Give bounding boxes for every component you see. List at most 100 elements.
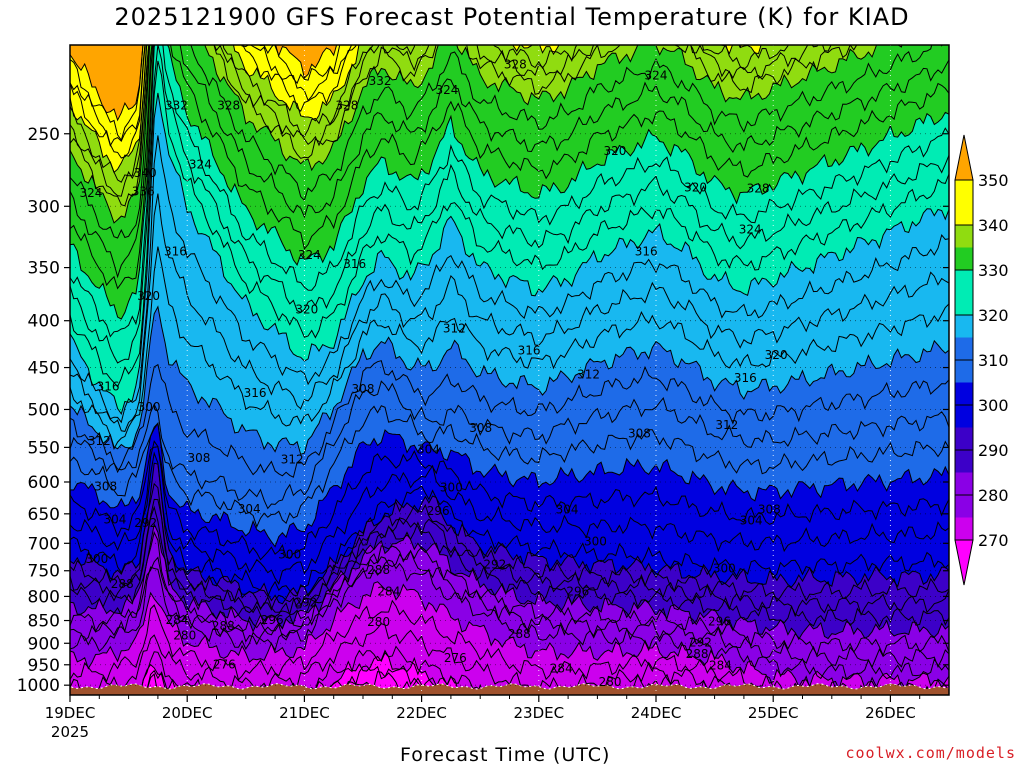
colorbar-swatch	[955, 225, 973, 248]
contour-label: 324	[436, 83, 459, 97]
contour-label: 308	[187, 451, 210, 465]
x-axis-label: Forecast Time (UTC)	[400, 744, 611, 766]
x-tick-label: 21DEC	[279, 704, 330, 722]
contour-label: 316	[635, 244, 658, 258]
isentrope-328	[70, 45, 949, 320]
colorbar-swatch	[955, 180, 973, 203]
x-tick-label: 25DEC	[748, 704, 799, 722]
isentrope-340	[70, 45, 832, 197]
isentrope-300	[70, 439, 949, 585]
contour-label: 284	[165, 613, 188, 627]
contour-label: 324	[645, 69, 668, 83]
contour-label: 316	[164, 244, 187, 258]
isentrope-322	[70, 60, 949, 388]
contour-label: 308	[758, 503, 781, 517]
isentrope-338	[70, 45, 858, 207]
y-tick-label: 350	[28, 259, 60, 279]
contour-label: 324	[189, 157, 212, 171]
contour-label: 332	[369, 74, 392, 88]
contour-label: 280	[367, 615, 390, 629]
contour-label: 296	[708, 614, 731, 628]
colorbar-swatch	[955, 337, 973, 360]
chart-title: 2025121900 GFS Forecast Potential Temper…	[114, 3, 910, 31]
colorbar-tick-label: 330	[978, 261, 1009, 280]
contour-label: 288	[111, 577, 134, 591]
contour-label: 280	[599, 675, 622, 689]
contour-label: 280	[173, 629, 196, 643]
contour-label: 300	[85, 552, 108, 566]
contour-label: 300	[138, 400, 161, 414]
contour-label: 296	[261, 613, 284, 627]
colorbar-max-arrow	[954, 134, 974, 181]
y-tick-label: 700	[28, 534, 60, 554]
colorbar-tick-label: 270	[978, 531, 1009, 550]
isentrope-288	[70, 522, 949, 641]
contour-label: 340	[134, 166, 157, 180]
contour-label: 292	[689, 635, 712, 649]
colorbar-swatch	[955, 382, 973, 405]
y-tick-label: 600	[28, 473, 60, 493]
colorbar-swatch	[955, 270, 973, 293]
colorbar-swatch	[955, 427, 973, 450]
y-tick-label: 550	[28, 438, 60, 458]
y-tick-label: 500	[28, 400, 60, 420]
colorbar-swatch	[955, 360, 973, 383]
isentrope-326	[70, 45, 949, 338]
x-tick-label: 19DEC	[45, 704, 96, 722]
y-tick-label: 800	[28, 587, 60, 607]
colorbar-tick-label: 340	[978, 216, 1009, 235]
contour-label: 320	[137, 289, 160, 303]
contour-label: 308	[469, 421, 492, 435]
contour-label: 320	[295, 303, 318, 317]
isentrope-304	[70, 422, 949, 548]
x-tick-label: 20DEC	[162, 704, 213, 722]
contour-label: 320	[765, 348, 788, 362]
contour-label: 316	[97, 380, 120, 394]
contour-label: 312	[88, 434, 111, 448]
contour-label: 284	[709, 659, 732, 673]
isentrope-320	[70, 92, 949, 416]
contour-label: 316	[343, 257, 366, 271]
y-tick-label: 950	[28, 656, 60, 676]
contour-label: 308	[628, 426, 651, 440]
contour-label: 320	[684, 180, 707, 194]
colorbar-tick-label: 350	[978, 171, 1009, 190]
x-tick-label: 23DEC	[514, 704, 565, 722]
isentrope-312	[70, 305, 949, 455]
colorbar-tick-label: 290	[978, 441, 1009, 460]
colorbar-swatch	[955, 450, 973, 473]
source-credit[interactable]: coolwx.com/models	[845, 744, 1016, 762]
contour-label: 300	[440, 480, 463, 494]
contour-label: 328	[217, 99, 240, 113]
contour-label: 328	[747, 182, 770, 196]
y-tick-label: 750	[28, 562, 60, 582]
x-tick-year: 2025	[51, 723, 89, 741]
plot-area	[70, 45, 949, 695]
contour-label: 316	[518, 343, 541, 357]
x-tick-label: 24DEC	[631, 704, 682, 722]
contour-label: 312	[443, 322, 466, 336]
isentrope-296	[70, 462, 949, 605]
isentrope-290	[70, 505, 949, 628]
isentrope-310	[70, 360, 949, 478]
isentrope-308	[70, 380, 949, 510]
contour-label: 300	[278, 548, 301, 562]
contour-label: 316	[244, 386, 267, 400]
isentrope-302	[70, 446, 949, 561]
isentrope-332	[70, 45, 949, 279]
contour-label: 296	[566, 584, 589, 598]
contour-label: 292	[294, 595, 317, 609]
contour-label: 288	[686, 647, 709, 661]
contour-label: 292	[483, 557, 506, 571]
y-axis: 2503003504004505005506006507007508008509…	[17, 125, 949, 696]
y-tick-label: 900	[28, 634, 60, 654]
contour-label: 276	[213, 657, 236, 671]
contour-label: 320	[604, 144, 627, 158]
contour-label: 300	[584, 535, 607, 549]
isentrope-318	[70, 135, 949, 424]
isentrope-284	[70, 549, 949, 669]
isentrope-282	[70, 559, 949, 680]
contour-labels: 332 3283403363243243163203163003123083083…	[80, 57, 788, 689]
x-tick-label: 22DEC	[396, 704, 447, 722]
temperature-bands	[70, 45, 949, 695]
